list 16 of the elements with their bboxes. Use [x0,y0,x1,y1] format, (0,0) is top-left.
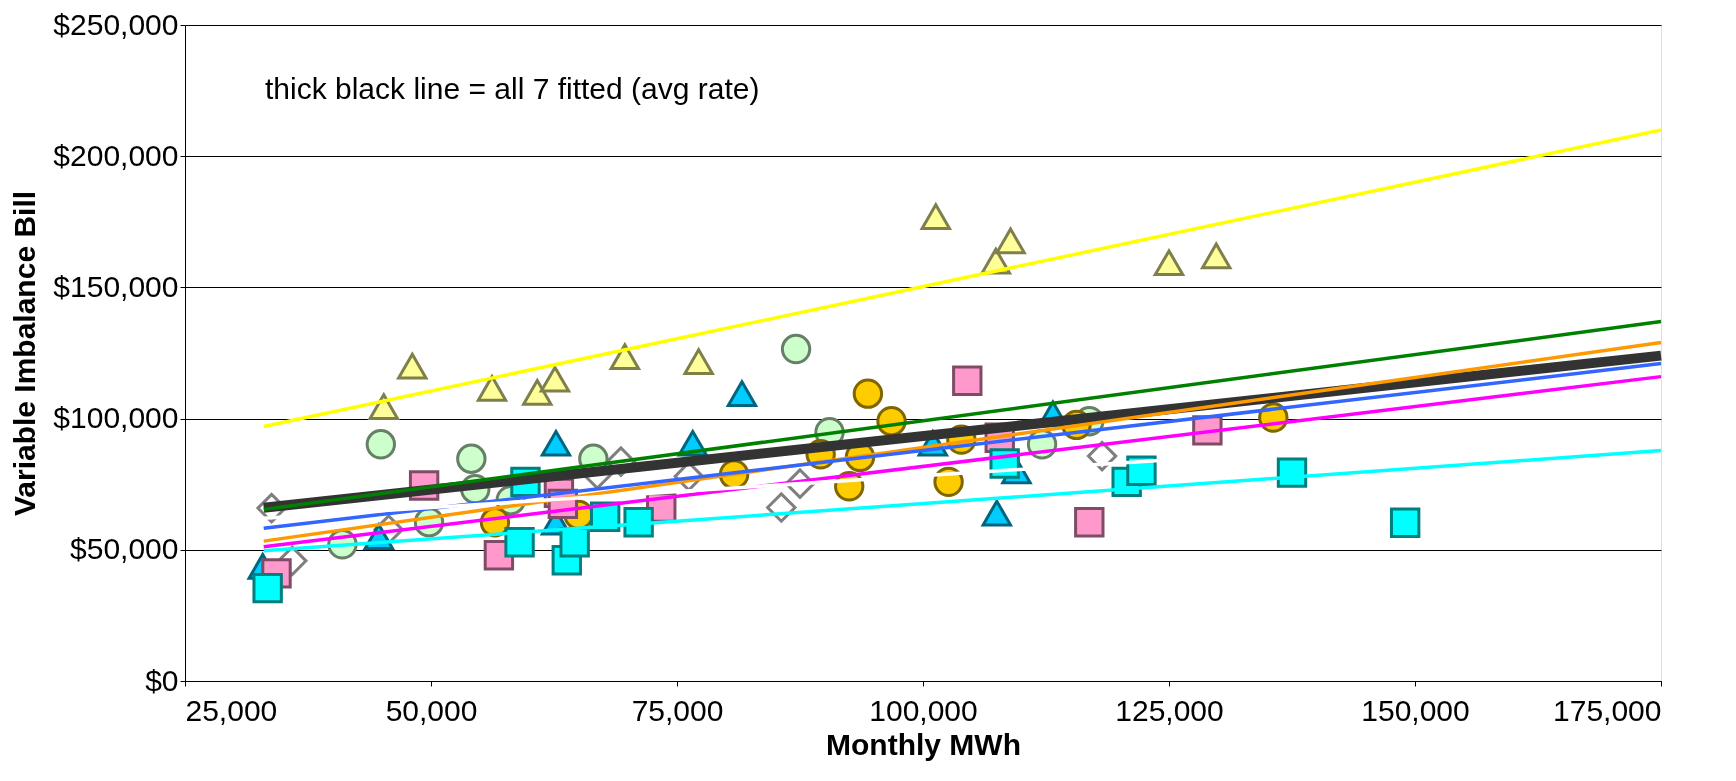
annotation: thick black line = all 7 fitted (avg rate) [265,72,760,105]
y-tick-label: $50,000 [70,532,179,566]
x-tick-label: 25,000 [185,693,278,727]
x-tick-label: 50,000 [385,693,478,727]
y-tick-label: $150,000 [53,269,179,303]
x-tick-label: 150,000 [1361,693,1470,727]
x-tick-label: 125,000 [1115,693,1224,727]
y-tick-label: $0 [145,663,179,697]
x-axis-title: Monthly MWh [826,727,1021,761]
y-tick-label: $200,000 [53,138,179,172]
x-tick-label: 100,000 [869,693,978,727]
y-axis-title: Variable Imbalance Bill [8,190,42,517]
y-tick-label: $100,000 [53,401,179,435]
x-tick-label: 175,000 [1553,693,1662,727]
x-tick-label: 75,000 [631,693,724,727]
y-tick-label: $250,000 [53,7,179,41]
